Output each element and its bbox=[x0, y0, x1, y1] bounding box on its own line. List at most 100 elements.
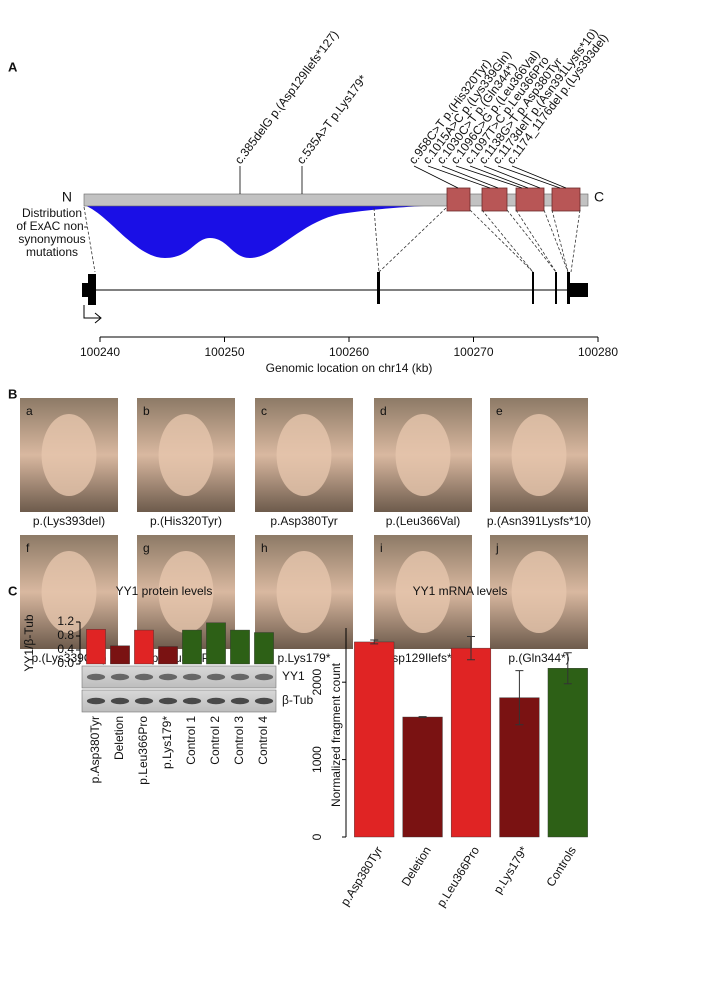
y-tick-label: 0.4 bbox=[57, 642, 74, 656]
distribution-line: Distribution bbox=[22, 206, 82, 220]
face-placeholder bbox=[511, 550, 567, 634]
blot-label: β-Tub bbox=[282, 693, 313, 707]
blot-band bbox=[134, 673, 154, 681]
mutation-label: c.535A>T p.Lys179* bbox=[294, 72, 370, 167]
x-tick-label: Control 4 bbox=[256, 716, 270, 765]
patient-letter: g bbox=[143, 541, 150, 555]
patient-variant: p.(Asn391Lysfs*10) bbox=[487, 514, 591, 528]
mutation-pointer bbox=[427, 165, 491, 189]
face-placeholder bbox=[276, 550, 332, 634]
blot-band bbox=[158, 697, 178, 705]
patient-letter: c bbox=[261, 404, 267, 418]
patient-letter: e bbox=[496, 404, 503, 418]
blot-band bbox=[206, 673, 226, 681]
mutation-pointer bbox=[469, 165, 529, 189]
x-tick-label: Deletion bbox=[399, 844, 434, 889]
panel-label: A bbox=[8, 59, 18, 74]
blot-band bbox=[206, 697, 226, 705]
patient-letter: f bbox=[26, 541, 30, 555]
bar bbox=[230, 629, 250, 665]
gene-diagram bbox=[82, 187, 589, 324]
bar bbox=[206, 622, 226, 665]
blot-band bbox=[182, 673, 202, 681]
error-bar bbox=[563, 652, 572, 685]
n-terminus: N bbox=[62, 189, 72, 205]
blot-band bbox=[230, 697, 250, 705]
blot-band bbox=[254, 697, 274, 705]
x-tick-label: 100260 bbox=[329, 345, 369, 359]
blot-band bbox=[134, 697, 154, 705]
y-tick-label: 2000 bbox=[310, 669, 324, 696]
error-bar bbox=[515, 670, 524, 726]
chart-title: YY1 protein levels bbox=[116, 584, 213, 598]
y-tick-label: 0 bbox=[310, 833, 324, 840]
error-bar bbox=[370, 639, 379, 645]
exac-distribution bbox=[84, 205, 446, 258]
x-tick-label: p.Asp380Tyr bbox=[88, 716, 102, 783]
mutation-pointer bbox=[483, 165, 541, 189]
bar bbox=[182, 629, 202, 665]
patient-letter: d bbox=[380, 404, 387, 418]
x-tick-label: 100240 bbox=[80, 345, 120, 359]
y-tick-label: 0.8 bbox=[57, 628, 74, 642]
x-tick-label: p.Lys179* bbox=[160, 716, 174, 769]
face-placeholder bbox=[395, 413, 451, 497]
patient-variant: p.Lys179* bbox=[278, 651, 331, 665]
patient-letter: a bbox=[26, 404, 33, 418]
x-tick-label: 100280 bbox=[578, 345, 618, 359]
panel-label: C bbox=[8, 583, 18, 598]
bar bbox=[450, 647, 492, 838]
x-tick-label: p.Lys179* bbox=[491, 844, 531, 897]
patient-variant: p.(Lys393del) bbox=[33, 514, 105, 528]
y-axis-label: YY1/β-Tub bbox=[22, 614, 36, 671]
patient-variant: p.(Gln344*) bbox=[508, 651, 569, 665]
mutation-pointer bbox=[511, 165, 567, 189]
x-tick-label: Control 3 bbox=[232, 716, 246, 765]
x-tick-label: Controls bbox=[543, 844, 579, 889]
bar bbox=[354, 641, 395, 838]
bar bbox=[158, 646, 178, 665]
mutation-pointer bbox=[455, 165, 523, 189]
patient-letter: b bbox=[143, 404, 150, 418]
blot-band bbox=[86, 697, 106, 705]
distribution-line: synonymous bbox=[18, 232, 85, 246]
y-tick-label: 1.2 bbox=[57, 614, 74, 628]
distribution-label: Distribution of ExAC non- synonymous mut… bbox=[16, 206, 87, 259]
exons bbox=[82, 272, 588, 305]
mutation-pointer bbox=[497, 165, 561, 189]
face-placeholder bbox=[158, 550, 214, 634]
blot-band bbox=[182, 697, 202, 705]
x-tick-label: Deletion bbox=[112, 716, 126, 760]
patient-variant: p.(His320Tyr) bbox=[150, 514, 222, 528]
bar bbox=[547, 668, 588, 838]
y-tick-label: 1000 bbox=[310, 746, 324, 773]
mutation-pointer bbox=[441, 165, 499, 189]
mutation-pointer bbox=[413, 165, 459, 189]
y-tick-label: 0.0 bbox=[57, 656, 74, 670]
patient-letter: h bbox=[261, 541, 268, 555]
blot-image bbox=[81, 665, 277, 689]
x-axis-label: Genomic location on chr14 (kb) bbox=[266, 361, 433, 375]
x-tick-label: p.Leu366Pro bbox=[136, 716, 150, 785]
x-tick-label: Control 2 bbox=[208, 716, 222, 765]
face-placeholder bbox=[395, 550, 451, 634]
tss-arrow bbox=[83, 305, 102, 324]
patient-variant: p.(Asp129Ilefs*127) bbox=[370, 651, 475, 665]
blot-band bbox=[158, 673, 178, 681]
face-placeholder bbox=[158, 413, 214, 497]
c-terminus: C bbox=[594, 189, 604, 205]
patient-letter: j bbox=[495, 541, 499, 555]
face-placeholder bbox=[41, 550, 97, 634]
blot-band bbox=[86, 673, 106, 681]
bar bbox=[86, 629, 106, 665]
error-bar bbox=[467, 636, 475, 661]
distribution-line: of ExAC non- bbox=[16, 219, 87, 233]
domain-boxes bbox=[446, 187, 581, 212]
x-tick-label: 100270 bbox=[453, 345, 493, 359]
blot-band bbox=[110, 673, 130, 681]
blot-image bbox=[81, 689, 277, 713]
protein-bar bbox=[83, 193, 589, 207]
bar bbox=[402, 716, 443, 838]
bar bbox=[110, 645, 130, 665]
